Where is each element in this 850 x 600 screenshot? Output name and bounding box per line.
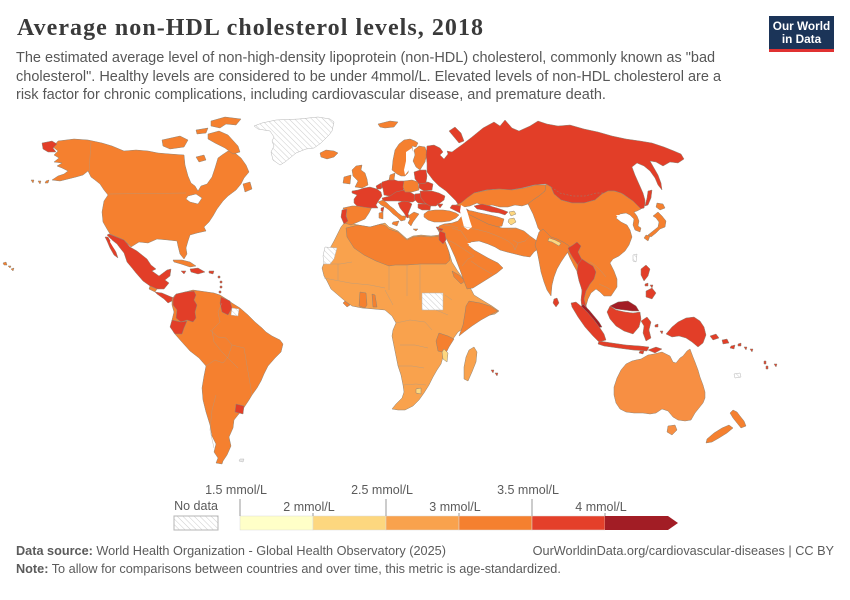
svg-text:No data: No data bbox=[174, 499, 218, 513]
svg-text:1.5 mmol/L: 1.5 mmol/L bbox=[205, 483, 267, 497]
svg-text:3 mmol/L: 3 mmol/L bbox=[429, 500, 480, 514]
svg-text:3.5 mmol/L: 3.5 mmol/L bbox=[497, 483, 559, 497]
svg-text:2 mmol/L: 2 mmol/L bbox=[283, 500, 334, 514]
svg-text:2.5 mmol/L: 2.5 mmol/L bbox=[351, 483, 413, 497]
svg-text:4 mmol/L: 4 mmol/L bbox=[575, 500, 626, 514]
